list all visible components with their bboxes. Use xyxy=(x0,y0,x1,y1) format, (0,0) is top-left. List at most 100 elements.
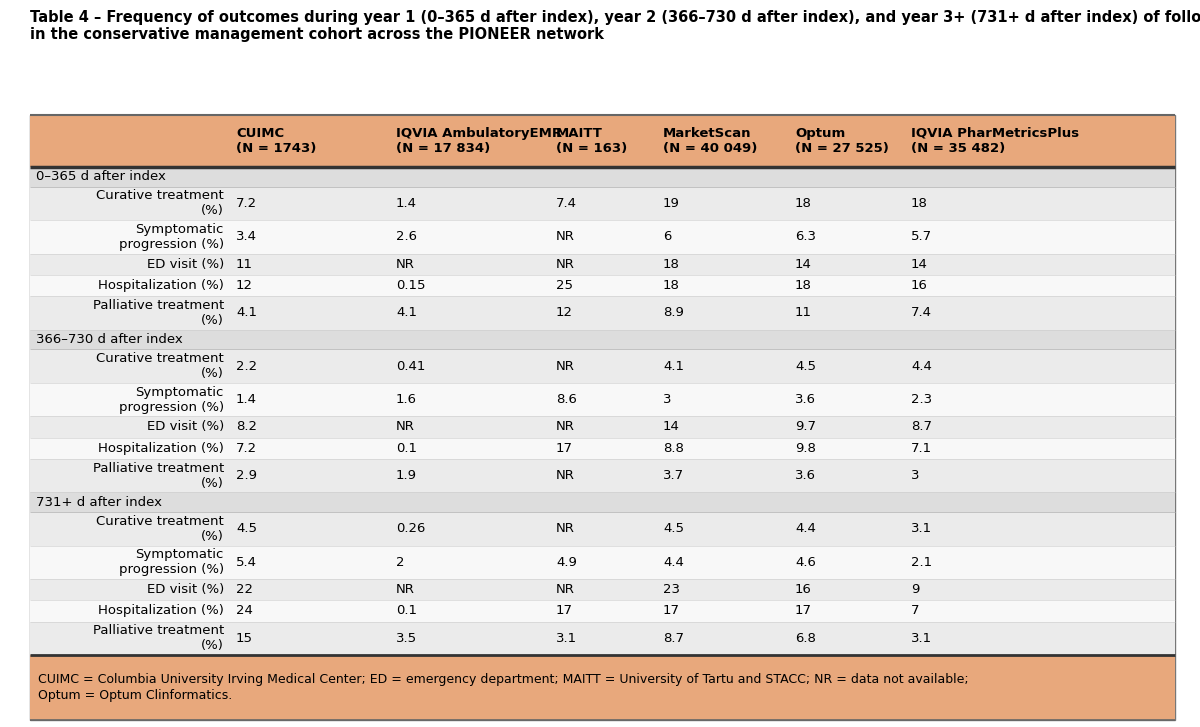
Text: 12: 12 xyxy=(236,279,253,292)
Text: Curative treatment
(%): Curative treatment (%) xyxy=(96,190,224,217)
Bar xyxy=(30,350,1175,383)
Text: 22: 22 xyxy=(236,583,253,596)
Text: 2.1: 2.1 xyxy=(911,555,932,569)
Text: 0–365 d after index: 0–365 d after index xyxy=(36,170,166,183)
Text: 17: 17 xyxy=(796,604,812,617)
Text: 2.3: 2.3 xyxy=(911,393,932,406)
Text: MAITT
(N = 163): MAITT (N = 163) xyxy=(556,127,628,155)
Text: 1.6: 1.6 xyxy=(396,393,418,406)
Text: 4.4: 4.4 xyxy=(662,555,684,569)
Text: NR: NR xyxy=(396,583,415,596)
Bar xyxy=(30,655,1175,720)
Text: 3.1: 3.1 xyxy=(911,522,932,535)
Text: 4.5: 4.5 xyxy=(662,522,684,535)
Text: ED visit (%): ED visit (%) xyxy=(146,258,224,270)
Text: 18: 18 xyxy=(662,279,680,292)
Text: 14: 14 xyxy=(796,258,812,270)
Text: 17: 17 xyxy=(556,604,574,617)
Text: ED visit (%): ED visit (%) xyxy=(146,420,224,433)
Text: 7.2: 7.2 xyxy=(236,442,257,455)
Text: 12: 12 xyxy=(556,307,574,319)
Text: NR: NR xyxy=(396,420,415,433)
Text: 14: 14 xyxy=(662,420,680,433)
Text: 8.8: 8.8 xyxy=(662,442,684,455)
Text: 7.1: 7.1 xyxy=(911,442,932,455)
Text: 18: 18 xyxy=(796,197,812,210)
Text: MarketScan
(N = 40 049): MarketScan (N = 40 049) xyxy=(662,127,757,155)
Text: NR: NR xyxy=(556,420,575,433)
Text: IQVIA AmbulatoryEMR
(N = 17 834): IQVIA AmbulatoryEMR (N = 17 834) xyxy=(396,127,562,155)
Text: 8.7: 8.7 xyxy=(662,632,684,645)
Bar xyxy=(30,167,1175,187)
Text: 11: 11 xyxy=(236,258,253,270)
Text: 6.3: 6.3 xyxy=(796,230,816,244)
Text: 18: 18 xyxy=(796,279,812,292)
Text: Symptomatic
progression (%): Symptomatic progression (%) xyxy=(119,223,224,251)
Bar xyxy=(30,254,1175,275)
Text: 1.4: 1.4 xyxy=(396,197,418,210)
Text: 2.9: 2.9 xyxy=(236,469,257,482)
Bar xyxy=(30,329,1175,350)
Text: 4.9: 4.9 xyxy=(556,555,577,569)
Text: 3.6: 3.6 xyxy=(796,469,816,482)
Text: Palliative treatment
(%): Palliative treatment (%) xyxy=(92,462,224,489)
Text: 731+ d after index: 731+ d after index xyxy=(36,496,162,509)
Text: 7: 7 xyxy=(911,604,919,617)
Text: 24: 24 xyxy=(236,604,253,617)
Text: 14: 14 xyxy=(911,258,928,270)
Text: NR: NR xyxy=(556,230,575,244)
Text: 3.5: 3.5 xyxy=(396,632,418,645)
Text: 11: 11 xyxy=(796,307,812,319)
Text: 3: 3 xyxy=(911,469,919,482)
Text: CUIMC = Columbia University Irving Medical Center; ED = emergency department; MA: CUIMC = Columbia University Irving Medic… xyxy=(38,673,968,702)
Text: 6: 6 xyxy=(662,230,671,244)
Text: 9.7: 9.7 xyxy=(796,420,816,433)
Text: Palliative treatment
(%): Palliative treatment (%) xyxy=(92,624,224,652)
Bar xyxy=(30,601,1175,622)
Text: 3: 3 xyxy=(662,393,672,406)
Text: NR: NR xyxy=(556,522,575,535)
Bar xyxy=(30,438,1175,459)
Text: 4.5: 4.5 xyxy=(236,522,257,535)
Text: 5.7: 5.7 xyxy=(911,230,932,244)
Text: 8.2: 8.2 xyxy=(236,420,257,433)
Text: NR: NR xyxy=(556,469,575,482)
Text: ED visit (%): ED visit (%) xyxy=(146,583,224,596)
Text: 3.7: 3.7 xyxy=(662,469,684,482)
Bar xyxy=(30,296,1175,329)
Text: 16: 16 xyxy=(796,583,812,596)
Bar xyxy=(30,459,1175,492)
Text: 3.1: 3.1 xyxy=(556,632,577,645)
Text: 2.2: 2.2 xyxy=(236,360,257,373)
Text: NR: NR xyxy=(556,583,575,596)
Text: NR: NR xyxy=(556,258,575,270)
Bar xyxy=(30,417,1175,438)
Text: 366–730 d after index: 366–730 d after index xyxy=(36,333,182,346)
Text: 4.4: 4.4 xyxy=(911,360,932,373)
Text: 4.1: 4.1 xyxy=(396,307,418,319)
Bar xyxy=(30,622,1175,655)
Text: Hospitalization (%): Hospitalization (%) xyxy=(98,604,224,617)
Text: 3.1: 3.1 xyxy=(911,632,932,645)
Text: 7.4: 7.4 xyxy=(911,307,932,319)
Text: 16: 16 xyxy=(911,279,928,292)
Text: 1.4: 1.4 xyxy=(236,393,257,406)
Text: 15: 15 xyxy=(236,632,253,645)
Text: 4.4: 4.4 xyxy=(796,522,816,535)
Text: 2: 2 xyxy=(396,555,404,569)
Text: Symptomatic
progression (%): Symptomatic progression (%) xyxy=(119,548,224,577)
Text: 4.1: 4.1 xyxy=(662,360,684,373)
Text: Symptomatic
progression (%): Symptomatic progression (%) xyxy=(119,385,224,414)
Bar xyxy=(30,220,1175,254)
Text: NR: NR xyxy=(556,360,575,373)
Text: Hospitalization (%): Hospitalization (%) xyxy=(98,279,224,292)
Text: 1.9: 1.9 xyxy=(396,469,418,482)
Text: 7.2: 7.2 xyxy=(236,197,257,210)
Text: 8.9: 8.9 xyxy=(662,307,684,319)
Bar xyxy=(30,383,1175,417)
Bar xyxy=(30,275,1175,296)
Text: 8.7: 8.7 xyxy=(911,420,932,433)
Text: Palliative treatment
(%): Palliative treatment (%) xyxy=(92,299,224,327)
Text: Optum
(N = 27 525): Optum (N = 27 525) xyxy=(796,127,889,155)
Bar xyxy=(30,492,1175,512)
